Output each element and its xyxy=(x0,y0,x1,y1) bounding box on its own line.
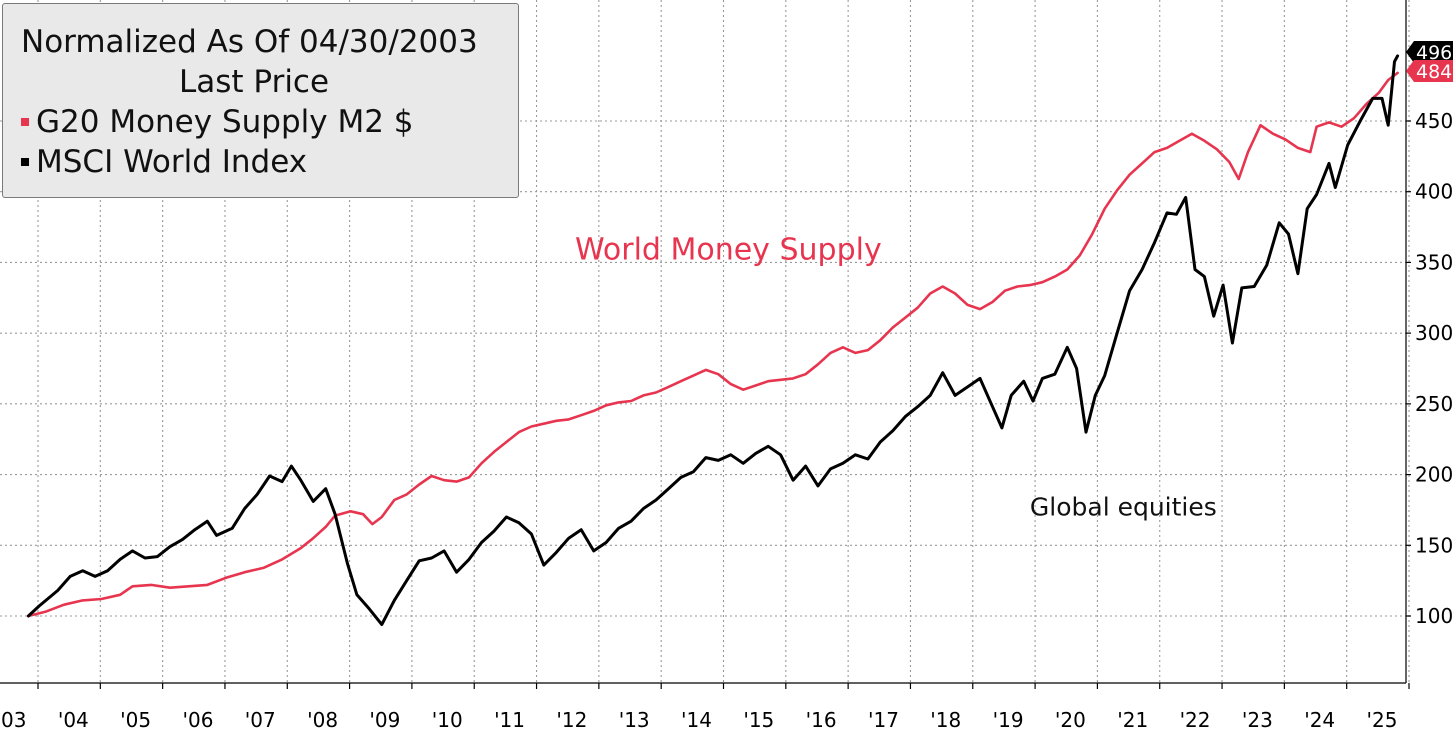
chart-title: Normalized As Of 04/30/2003 xyxy=(21,24,478,60)
y-tick-label: 100 xyxy=(1415,604,1453,628)
x-tick-label: '17 xyxy=(868,708,899,732)
y-tick-label: 400 xyxy=(1415,180,1453,204)
x-tick-label: '21 xyxy=(1117,708,1148,732)
x-tick-label: '15 xyxy=(743,708,774,732)
x-tick-label: '25 xyxy=(1367,708,1398,732)
x-tick-label: '11 xyxy=(494,708,525,732)
legend-entry-money-supply: G20 Money Supply M2 $ xyxy=(21,102,518,142)
last-value-tag-money-supply: 484 xyxy=(1406,60,1453,83)
x-tick-label: '20 xyxy=(1055,708,1086,732)
x-tick-label: '23 xyxy=(1242,708,1273,732)
x-tick-label: '24 xyxy=(1304,708,1335,732)
x-tick-label: '22 xyxy=(1180,708,1211,732)
y-tick-label: 250 xyxy=(1415,392,1453,416)
annotation-world-money-supply: World Money Supply xyxy=(575,233,882,268)
y-tick-label: 300 xyxy=(1415,321,1453,345)
y-tick-label: 350 xyxy=(1415,250,1453,274)
x-tick-label: '04 xyxy=(58,708,89,732)
x-tick-label: '16 xyxy=(806,708,837,732)
grid-layer xyxy=(0,0,1410,683)
y-tick-label: 150 xyxy=(1415,533,1453,557)
last-value-tag-msci: 496 xyxy=(1406,41,1453,64)
series-line-money-supply xyxy=(27,71,1399,618)
x-tick-label: '14 xyxy=(681,708,712,732)
chart-subtitle: Last Price xyxy=(179,64,330,100)
x-tick-label: '13 xyxy=(619,708,650,732)
legend-label-msci: MSCI World Index xyxy=(36,144,308,180)
last-value-tag-msci-shape xyxy=(1406,41,1453,63)
x-tick-label: '09 xyxy=(369,708,400,732)
x-tick-label: '18 xyxy=(930,708,961,732)
axis-layer xyxy=(0,0,1407,684)
x-tick-label: '07 xyxy=(245,708,276,732)
x-tick-label: '19 xyxy=(993,708,1024,732)
x-tick-label: '10 xyxy=(432,708,463,732)
x-tick-label: '12 xyxy=(556,708,587,732)
tick-layer: 100 150 200 250 300 350 400 450 '03 '04 '05 '06 '07 '… xyxy=(0,109,1453,732)
legend-entry-msci: MSCI World Index xyxy=(21,142,518,182)
x-tick-label: '06 xyxy=(182,708,213,732)
legend-swatch-red xyxy=(21,118,29,126)
annotation-global-equities: Global equities xyxy=(1030,493,1217,522)
chart-legend: Normalized As Of 04/30/2003 Last Price G… xyxy=(2,3,519,198)
x-tick-label: '03 xyxy=(0,708,26,732)
legend-swatch-black xyxy=(21,158,29,166)
x-tick-label: '05 xyxy=(120,708,151,732)
y-tick-label: 450 xyxy=(1415,109,1453,133)
last-value-tag-msci-text: 496 xyxy=(1416,42,1452,64)
x-tick-label: '08 xyxy=(307,708,338,732)
series-layer xyxy=(26,54,1400,626)
last-value-tag-money-supply-shape xyxy=(1406,60,1453,82)
y-tick-label: 200 xyxy=(1415,463,1453,487)
annotation-layer: World Money Supply Global equities xyxy=(575,233,1217,522)
last-value-tag-money-supply-text: 484 xyxy=(1416,61,1452,83)
series-line-msci-world xyxy=(26,54,1400,626)
legend-label-money-supply: G20 Money Supply M2 $ xyxy=(36,104,414,140)
